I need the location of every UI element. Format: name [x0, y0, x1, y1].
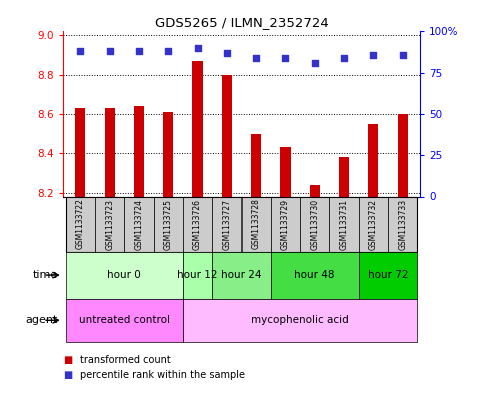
Bar: [242, 196, 271, 252]
Bar: [271, 252, 359, 299]
Text: GSM1133724: GSM1133724: [134, 198, 143, 250]
Text: hour 24: hour 24: [221, 270, 262, 280]
Bar: [134, 106, 144, 196]
Bar: [66, 252, 183, 299]
Bar: [163, 112, 173, 196]
Bar: [280, 147, 291, 196]
Bar: [388, 196, 417, 252]
Text: untreated control: untreated control: [79, 315, 170, 325]
Bar: [339, 157, 349, 196]
Bar: [75, 108, 85, 196]
Point: [223, 50, 231, 56]
Bar: [183, 252, 212, 299]
Text: GSM1133729: GSM1133729: [281, 198, 290, 250]
Bar: [271, 196, 300, 252]
Text: GSM1133730: GSM1133730: [310, 198, 319, 250]
Point: [369, 51, 377, 58]
Bar: [251, 134, 261, 196]
Text: hour 72: hour 72: [368, 270, 408, 280]
Bar: [359, 196, 388, 252]
Point: [194, 45, 201, 51]
Bar: [359, 252, 417, 299]
Bar: [95, 196, 124, 252]
Bar: [192, 61, 203, 196]
Text: time: time: [33, 270, 58, 280]
Bar: [222, 75, 232, 196]
Bar: [104, 108, 115, 196]
Bar: [329, 196, 359, 252]
Point: [76, 48, 84, 54]
Text: percentile rank within the sample: percentile rank within the sample: [80, 370, 245, 380]
Bar: [66, 299, 183, 342]
Text: GSM1133733: GSM1133733: [398, 198, 407, 250]
Bar: [368, 124, 379, 196]
Bar: [154, 196, 183, 252]
Bar: [124, 196, 154, 252]
Text: GSM1133727: GSM1133727: [222, 198, 231, 250]
Point: [252, 55, 260, 61]
Text: GSM1133726: GSM1133726: [193, 198, 202, 250]
Point: [399, 51, 407, 58]
Point: [106, 48, 114, 54]
Text: ■: ■: [63, 354, 72, 365]
Text: GSM1133723: GSM1133723: [105, 198, 114, 250]
Point: [340, 55, 348, 61]
Bar: [212, 196, 242, 252]
Bar: [183, 299, 417, 342]
Text: GSM1133725: GSM1133725: [164, 198, 173, 250]
Text: transformed count: transformed count: [80, 354, 170, 365]
Text: mycophenolic acid: mycophenolic acid: [251, 315, 349, 325]
Text: hour 48: hour 48: [295, 270, 335, 280]
Text: GSM1133731: GSM1133731: [340, 198, 349, 250]
Text: agent: agent: [26, 315, 58, 325]
Text: ■: ■: [63, 370, 72, 380]
Bar: [310, 185, 320, 196]
Bar: [300, 196, 329, 252]
Title: GDS5265 / ILMN_2352724: GDS5265 / ILMN_2352724: [155, 16, 328, 29]
Bar: [183, 196, 212, 252]
Bar: [212, 252, 271, 299]
Text: GSM1133728: GSM1133728: [252, 198, 261, 250]
Text: hour 12: hour 12: [177, 270, 218, 280]
Bar: [66, 196, 95, 252]
Point: [135, 48, 143, 54]
Bar: [398, 114, 408, 196]
Point: [282, 55, 289, 61]
Text: GSM1133722: GSM1133722: [76, 198, 85, 250]
Text: GSM1133732: GSM1133732: [369, 198, 378, 250]
Point: [164, 48, 172, 54]
Text: hour 0: hour 0: [107, 270, 141, 280]
Point: [311, 60, 319, 66]
